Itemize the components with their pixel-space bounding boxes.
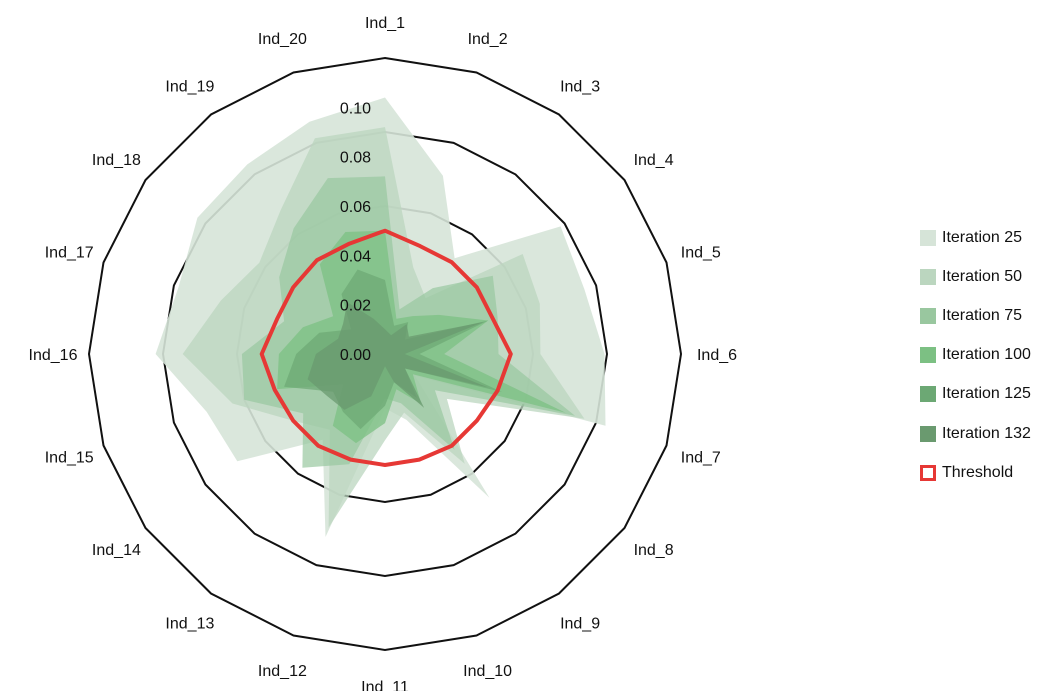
legend-swatch xyxy=(920,464,936,481)
legend: Iteration 25 Iteration 50 Iteration 75 Iter… xyxy=(920,218,1031,492)
legend-label: Iteration 75 xyxy=(942,306,1023,324)
axis-label: Ind_2 xyxy=(468,31,508,48)
tick-label: 0.02 xyxy=(340,298,371,315)
tick-label: 0.10 xyxy=(340,100,371,117)
legend-label: Iteration 25 xyxy=(942,228,1023,246)
legend-item: Threshold xyxy=(920,453,1031,492)
legend-item: Iteration 50 xyxy=(920,257,1031,296)
tick-label: 0.08 xyxy=(340,150,371,167)
legend-label: Iteration 125 xyxy=(942,385,1031,403)
legend-swatch xyxy=(920,386,936,403)
legend-item: Iteration 132 xyxy=(920,414,1031,453)
axis-label: Ind_15 xyxy=(45,450,94,467)
axis-label: Ind_6 xyxy=(697,347,737,364)
tick-label-layer: 0.00 0.02 0.04 0.06 0.08 0.10 xyxy=(340,100,371,364)
axis-label: Ind_11 xyxy=(361,679,409,691)
legend-item: Iteration 75 xyxy=(920,296,1031,335)
axis-label: Ind_13 xyxy=(165,616,214,633)
tick-label: 0.06 xyxy=(340,199,371,216)
legend-label: Iteration 132 xyxy=(942,424,1031,442)
legend-label: Iteration 100 xyxy=(942,346,1031,364)
axis-label: Ind_19 xyxy=(165,78,214,95)
series-layer xyxy=(155,97,606,537)
legend-swatch xyxy=(920,268,936,285)
axis-label: Ind_10 xyxy=(463,663,512,680)
axis-label: Ind_3 xyxy=(560,78,600,95)
axis-label-layer: Ind_1 Ind_2 Ind_3 Ind_4 Ind_5 Ind_6 Ind_7 Ind_8… xyxy=(29,15,738,691)
legend-item: Iteration 100 xyxy=(920,336,1031,375)
axis-label: Ind_20 xyxy=(258,31,307,48)
threshold-layer xyxy=(259,228,513,467)
axis-label: Ind_16 xyxy=(29,347,78,364)
axis-label: Ind_1 xyxy=(365,15,405,32)
tick-label: 0.00 xyxy=(340,347,371,364)
axis-label: Ind_5 xyxy=(681,244,721,261)
axis-label: Ind_9 xyxy=(560,616,600,633)
legend-swatch xyxy=(920,347,936,364)
axis-label: Ind_4 xyxy=(634,152,674,169)
legend-item: Iteration 25 xyxy=(920,218,1031,257)
axis-label: Ind_12 xyxy=(258,663,307,680)
legend-item: Iteration 125 xyxy=(920,375,1031,414)
legend-swatch xyxy=(920,425,936,442)
legend-swatch xyxy=(920,229,936,246)
axis-label: Ind_17 xyxy=(45,244,94,261)
threshold-line xyxy=(259,228,513,467)
legend-label: Threshold xyxy=(942,463,1014,481)
series-area-5 xyxy=(307,302,489,410)
tick-label: 0.04 xyxy=(340,248,371,265)
axis-label: Ind_18 xyxy=(92,152,141,169)
axis-label: Ind_8 xyxy=(634,542,674,559)
grid-ring-0 xyxy=(87,56,683,652)
legend-label: Iteration 50 xyxy=(942,267,1023,285)
axis-label: Ind_7 xyxy=(681,450,721,467)
legend-swatch xyxy=(920,307,936,324)
axis-label: Ind_14 xyxy=(92,542,141,559)
